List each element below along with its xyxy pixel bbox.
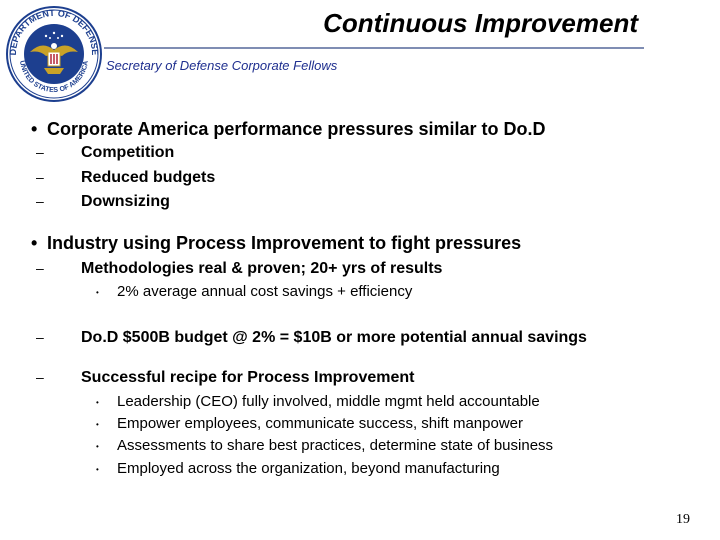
bullet-marker: • [31, 119, 38, 139]
sub-sub-bullet-text: Assessments to share best practices, det… [117, 437, 554, 454]
sub-sub-bullet-text: Leadership (CEO) fully involved, middle … [117, 393, 540, 410]
dot-marker: • [96, 397, 99, 407]
bullet-text: Industry using Process Improvement to fi… [47, 233, 522, 253]
header-divider [104, 47, 644, 49]
sub-bullet-competition: – Competition [36, 144, 174, 162]
dash-marker: – [36, 260, 44, 276]
dot-marker: • [96, 441, 99, 451]
sub-sub-bullet-text: Empower employees, communicate success, … [117, 415, 523, 432]
sub-bullet-text: Methodologies real & proven; 20+ yrs of … [81, 260, 443, 277]
sub-sub-bullet-cost-savings: • 2% average annual cost savings + effici… [96, 283, 412, 300]
sub-bullet-text: Downsizing [81, 193, 170, 210]
dot-marker: • [96, 464, 99, 474]
slide-subtitle: Secretary of Defense Corporate Fellows [106, 58, 338, 73]
sub-bullet-successful-recipe: – Successful recipe for Process Improveme… [36, 369, 414, 387]
bullet-text: Corporate America performance pressures … [47, 119, 546, 139]
sub-sub-bullet-employed: • Employed across the organization, beyon… [96, 460, 500, 477]
dash-marker: – [36, 193, 44, 209]
dod-seal-logo: DEPARTMENT OF DEFENSE UNITED STATES OF A… [6, 6, 102, 102]
sub-sub-bullet-text: Employed across the organization, beyond… [117, 460, 500, 477]
sub-bullet-text: Reduced budgets [81, 169, 216, 186]
sub-bullet-methodologies: – Methodologies real & proven; 20+ yrs of… [36, 260, 442, 278]
sub-sub-bullet-leadership: • Leadership (CEO) fully involved, middle… [96, 393, 540, 410]
sub-sub-bullet-text: 2% average annual cost savings + efficie… [117, 283, 413, 300]
bullet-industry-process-improvement: • Industry using Process Improvement to f… [31, 233, 521, 254]
sub-sub-bullet-empower: • Empower employees, communicate success,… [96, 415, 523, 432]
sub-bullet-text: Competition [81, 144, 175, 161]
sub-bullet-dod-budget: – Do.D $500B budget @ 2% = $10B or more p… [36, 329, 587, 347]
dash-marker: – [36, 369, 44, 385]
dot-marker: • [96, 419, 99, 429]
bullet-corporate-america: • Corporate America performance pressures… [31, 119, 546, 140]
dash-marker: – [36, 144, 44, 160]
dash-marker: – [36, 169, 44, 185]
sub-bullet-reduced-budgets: – Reduced budgets [36, 169, 215, 187]
slide-title: Continuous Improvement [323, 8, 638, 38]
sub-bullet-text: Do.D $500B budget @ 2% = $10B or more po… [81, 329, 587, 346]
bullet-marker: • [31, 233, 38, 253]
page-number: 19 [676, 512, 690, 527]
dash-marker: – [36, 329, 44, 345]
sub-bullet-downsizing: – Downsizing [36, 193, 170, 211]
sub-sub-bullet-assessments: • Assessments to share best practices, de… [96, 437, 553, 454]
dot-marker: • [96, 287, 99, 297]
sub-bullet-text: Successful recipe for Process Improvemen… [81, 369, 415, 386]
